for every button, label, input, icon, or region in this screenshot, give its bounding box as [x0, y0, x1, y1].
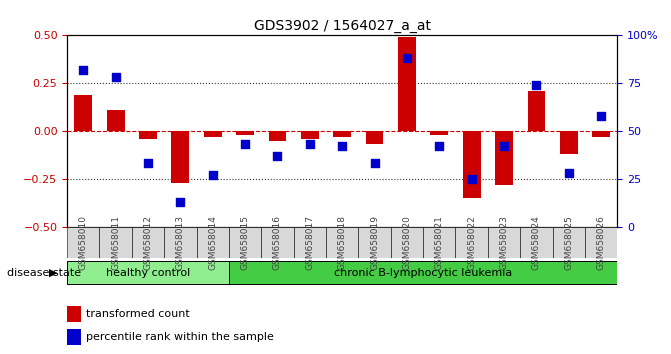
Text: GSM658010: GSM658010 [79, 215, 88, 270]
Point [110, 75, 121, 80]
Bar [229, 261, 617, 284]
Text: GSM658014: GSM658014 [208, 215, 217, 270]
Bar [463, 131, 480, 198]
Bar [430, 131, 448, 135]
Text: disease state: disease state [7, 268, 81, 278]
Bar [67, 306, 81, 321]
Bar [366, 131, 383, 144]
Bar [139, 131, 157, 139]
Bar [301, 131, 319, 139]
Text: healthy control: healthy control [106, 268, 190, 278]
Text: GSM658015: GSM658015 [241, 215, 250, 270]
Text: GSM658022: GSM658022 [467, 215, 476, 270]
Text: GSM658013: GSM658013 [176, 215, 185, 270]
Bar [456, 227, 488, 258]
Point [78, 67, 89, 73]
Bar [326, 227, 358, 258]
Bar [132, 227, 164, 258]
Bar [197, 227, 229, 258]
Point [337, 143, 348, 149]
Bar [495, 131, 513, 184]
Point [434, 143, 445, 149]
Text: GSM658023: GSM658023 [499, 215, 509, 270]
Text: GSM658018: GSM658018 [338, 215, 347, 270]
Bar [229, 227, 261, 258]
Text: GSM658020: GSM658020 [403, 215, 411, 270]
Bar [67, 329, 81, 345]
Bar [520, 227, 553, 258]
Point [305, 142, 315, 147]
Text: percentile rank within the sample: percentile rank within the sample [87, 332, 274, 342]
Bar [398, 37, 416, 131]
Bar [204, 131, 221, 137]
Point [207, 172, 218, 178]
Point [564, 170, 574, 176]
Bar [294, 227, 326, 258]
Bar [592, 131, 610, 137]
Bar [236, 131, 254, 135]
Text: GSM658011: GSM658011 [111, 215, 120, 270]
Point [596, 113, 607, 119]
Text: GSM658017: GSM658017 [305, 215, 314, 270]
Text: GSM658025: GSM658025 [564, 215, 573, 270]
Bar [333, 131, 351, 137]
Bar [358, 227, 391, 258]
Point [240, 142, 250, 147]
Point [401, 56, 412, 61]
Point [272, 153, 283, 159]
Text: GSM658019: GSM658019 [370, 215, 379, 270]
Point [531, 82, 541, 88]
Bar [261, 227, 294, 258]
Title: GDS3902 / 1564027_a_at: GDS3902 / 1564027_a_at [254, 19, 431, 33]
Text: chronic B-lymphocytic leukemia: chronic B-lymphocytic leukemia [334, 268, 512, 278]
Bar [423, 227, 456, 258]
Point [143, 161, 154, 166]
Point [175, 199, 186, 205]
Bar [527, 91, 546, 131]
Bar [488, 227, 520, 258]
Bar [99, 227, 132, 258]
Point [466, 176, 477, 182]
Bar [585, 227, 617, 258]
Text: GSM658012: GSM658012 [144, 215, 152, 270]
Bar [67, 261, 229, 284]
Bar [553, 227, 585, 258]
Text: GSM658016: GSM658016 [273, 215, 282, 270]
Text: GSM658024: GSM658024 [532, 215, 541, 270]
Point [499, 143, 509, 149]
Bar [172, 131, 189, 183]
Bar [560, 131, 578, 154]
Bar [74, 95, 92, 131]
Text: ▶: ▶ [48, 268, 57, 278]
Bar [268, 131, 287, 141]
Bar [164, 227, 197, 258]
Bar [67, 227, 99, 258]
Bar [107, 110, 125, 131]
Text: GSM658021: GSM658021 [435, 215, 444, 270]
Bar [391, 227, 423, 258]
Point [369, 161, 380, 166]
Text: transformed count: transformed count [87, 309, 190, 319]
Text: GSM658026: GSM658026 [597, 215, 606, 270]
